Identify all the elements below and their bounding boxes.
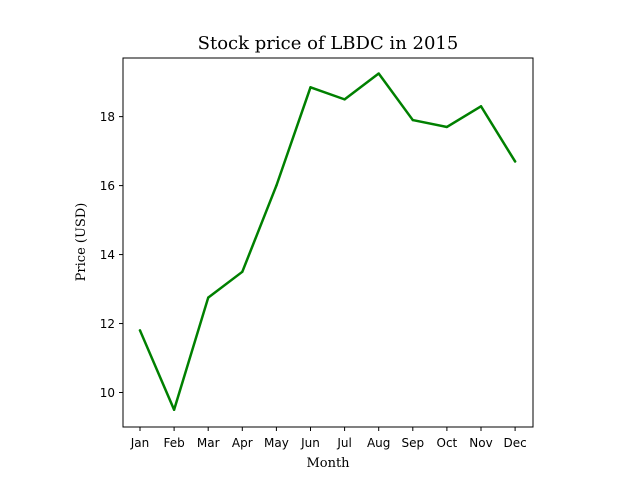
price-series-line — [138, 72, 517, 412]
x-axis-label: Month — [306, 456, 350, 471]
x-tick-label: May — [264, 436, 289, 450]
x-axis: Jan Feb Mar Apr May Jun Jul Aug Sep Oct Nov Dec — [130, 427, 527, 450]
x-tick-label: Jun — [300, 436, 320, 450]
data-point — [445, 125, 449, 129]
data-point — [138, 329, 142, 332]
data-point — [172, 408, 176, 411]
plot-area — [122, 57, 534, 428]
x-tick-label: Feb — [163, 436, 184, 450]
y-tick-label: 12 — [100, 317, 115, 331]
x-tick-label: Dec — [503, 436, 526, 450]
data-point — [377, 72, 380, 75]
x-tick-label: Jan — [130, 436, 150, 450]
y-tick-label: 10 — [100, 386, 115, 400]
x-tick-label: Sep — [401, 436, 424, 450]
x-tick-label: Apr — [232, 436, 253, 450]
data-point — [207, 296, 210, 299]
series-layer — [138, 72, 517, 412]
chart-title: Stock price of LBDC in 2015 — [198, 33, 459, 54]
x-tick-label: Nov — [469, 436, 492, 450]
x-tick-label: Oct — [437, 436, 458, 450]
data-point — [309, 86, 312, 89]
data-point — [479, 105, 483, 108]
data-point — [343, 98, 346, 101]
data-point — [241, 270, 244, 274]
y-axis-label: Price (USD) — [74, 203, 89, 282]
data-point — [513, 160, 517, 163]
y-tick-label: 18 — [100, 110, 115, 124]
data-point — [275, 184, 278, 187]
y-tick-label: 16 — [100, 179, 115, 193]
y-tick-label: 14 — [100, 248, 115, 262]
y-axis: 10 12 14 16 18 — [100, 110, 123, 400]
x-tick-label: Aug — [367, 436, 390, 450]
data-point — [411, 118, 414, 122]
x-tick-label: Mar — [197, 436, 220, 450]
x-tick-label: Jul — [336, 436, 351, 450]
